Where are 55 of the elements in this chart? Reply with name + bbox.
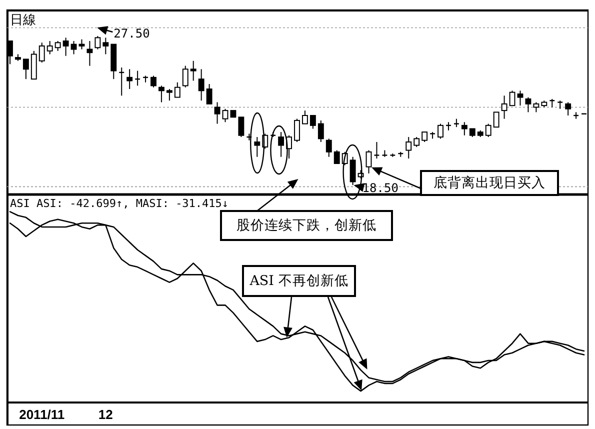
candlestick [501,95,508,120]
candlestick [485,123,492,138]
candlestick [214,102,220,124]
candlestick [533,102,540,113]
chart-title: ASI ASI: -42.699↑, MASI: -31.415↓ [10,197,229,210]
candlestick [326,138,332,158]
candlestick [238,116,244,138]
x-tick-label: 2011/11 [19,407,65,422]
candlestick [302,110,308,124]
annotation: 18.50 [362,181,398,196]
candlestick [254,136,260,158]
candlestick [54,40,61,52]
candlestick [422,132,428,142]
candlestick [62,37,69,56]
candlestick [334,150,340,164]
candlestick [565,102,572,116]
candlestick [38,42,45,64]
candlestick [126,68,133,90]
candlestick [517,90,524,106]
candlestick [166,88,172,102]
candlestick [493,112,500,128]
annotation: 股价连续下跌，创新低 [236,218,376,234]
candlestick [406,136,412,160]
candlestick [366,150,372,174]
candlestick [350,156,356,186]
x-tick-label: 12 [98,407,113,422]
candlestick [438,123,444,140]
candlestick [102,37,109,55]
candlestick [310,114,316,130]
candlestick [414,136,420,148]
candlestick [461,122,468,136]
candlestick [150,75,156,88]
candlestick [22,58,29,80]
candlestick [86,40,93,66]
candlestick [182,65,188,88]
candlestick [509,90,516,106]
candlestick [70,40,77,55]
candlestick [198,68,204,102]
annotation: 27.50 [114,26,150,41]
candlestick [318,120,324,142]
candlestick [278,132,284,158]
candlestick [525,96,532,113]
candlestick [158,85,164,103]
candlestick [46,40,53,55]
annotation: ASI 不再创新低 [248,273,348,289]
candlestick [94,36,101,50]
candlestick [190,60,196,82]
candlestick [206,84,212,104]
candlestick [374,141,380,160]
candlestick [174,82,180,98]
candlestick [294,118,300,142]
chart-title: 日線 [10,13,36,28]
candlestick [222,108,228,123]
annotation: 底背离出现日买入 [434,175,546,191]
candlestick [78,38,85,50]
